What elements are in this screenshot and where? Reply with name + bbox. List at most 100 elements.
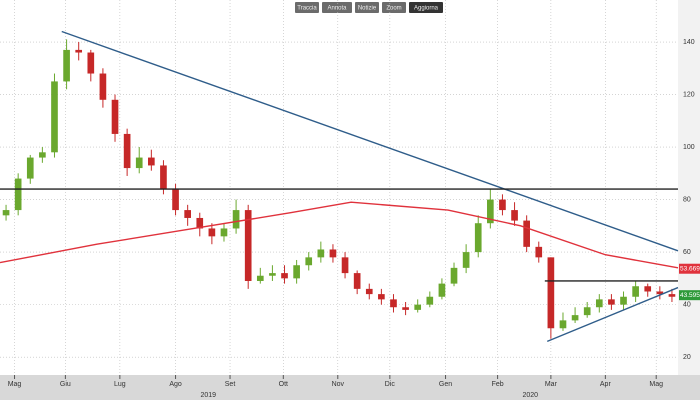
x-tick-label: Lug — [114, 381, 126, 388]
line-series — [61, 30, 679, 252]
candle-body — [14, 178, 22, 211]
line-series — [546, 286, 679, 343]
candle-body — [450, 267, 458, 284]
candle-body — [341, 257, 349, 274]
toolbar-button[interactable] — [322, 2, 352, 13]
candle-body — [208, 228, 216, 237]
year-label: 2020 — [523, 392, 539, 399]
x-tick-label: Mag — [8, 381, 22, 388]
candle-body — [256, 275, 264, 281]
candle-body — [51, 81, 58, 153]
candle-body — [39, 152, 46, 158]
candle-body — [232, 210, 240, 229]
candle-body — [668, 294, 676, 297]
candle-body — [160, 165, 167, 190]
toolbar-button[interactable] — [409, 2, 443, 13]
candle-body — [63, 49, 70, 82]
candle-body — [293, 265, 300, 279]
candle-body — [196, 217, 204, 229]
x-tick-label: Mar — [545, 381, 558, 388]
x-tick-label: Gen — [439, 381, 452, 388]
candle-body — [220, 228, 228, 237]
candle-body — [608, 299, 615, 305]
candle-body — [426, 296, 434, 305]
y-tick-label: 60 — [683, 249, 691, 256]
candle-body — [402, 307, 409, 310]
toolbar-label[interactable]: Annota — [327, 6, 347, 12]
candle-body — [414, 304, 422, 310]
x-tick-label: Ago — [169, 381, 182, 388]
candle-body — [269, 273, 276, 276]
candle-body — [281, 273, 288, 279]
toolbar-label[interactable]: Zoom — [386, 6, 401, 12]
toolbar: Traccia Annota Notizie Zoom Aggiorna — [295, 2, 443, 13]
candle-body — [329, 249, 337, 258]
candle-body — [462, 252, 470, 268]
candle-body — [499, 199, 506, 211]
x-tick-label: Mag — [649, 381, 663, 388]
x-tick-label: Dic — [385, 381, 396, 388]
price-label: 43.595 — [680, 292, 700, 299]
candle-body — [365, 288, 373, 295]
candle-body — [317, 249, 325, 258]
candle-body — [111, 99, 119, 134]
y-tick-label: 120 — [683, 91, 695, 98]
toolbar-label[interactable]: Notizie — [358, 6, 377, 12]
candle-body — [244, 210, 252, 281]
toolbar-button[interactable] — [355, 2, 379, 13]
toolbar-label[interactable]: Aggiorna — [414, 6, 439, 12]
candle-body — [535, 246, 543, 258]
x-tick-label: Feb — [492, 381, 504, 388]
candle-body — [438, 283, 446, 297]
y-tick-label: 20 — [683, 354, 691, 361]
candle-body — [632, 286, 639, 297]
x-tick-label: Set — [225, 381, 236, 388]
candle-body — [620, 296, 627, 305]
candle-body — [87, 52, 95, 74]
y-tick-label: 100 — [683, 144, 695, 151]
candle-body — [487, 199, 494, 224]
toolbar-button[interactable] — [382, 2, 406, 13]
candle-body — [644, 286, 652, 292]
year-label: 2019 — [200, 392, 216, 399]
toolbar-button[interactable] — [295, 2, 319, 13]
candle-body — [2, 210, 10, 216]
candle-body — [656, 291, 664, 295]
candle-body — [595, 299, 603, 308]
candle-body — [523, 220, 530, 247]
candle-body — [353, 273, 361, 289]
candle-body — [583, 307, 591, 316]
candle-body — [390, 299, 397, 308]
x-tick-label: Apr — [600, 381, 612, 388]
price-label: 53.669 — [680, 265, 700, 272]
candle-body — [26, 157, 34, 179]
candle-body — [184, 210, 191, 218]
line-series — [0, 201, 679, 269]
y-tick-label: 40 — [683, 301, 691, 308]
x-tick-label: Ott — [279, 381, 288, 388]
candle-body — [123, 133, 131, 169]
y-tick-label: 80 — [683, 196, 691, 203]
candle-body — [305, 257, 313, 266]
candle-body — [99, 73, 107, 100]
y-axis-band — [678, 0, 700, 375]
candle-body — [571, 315, 579, 321]
candle-body — [135, 157, 143, 169]
candle-body — [172, 189, 179, 211]
candle-body — [148, 157, 155, 166]
candle-body — [378, 294, 385, 300]
price-label-box — [679, 290, 700, 301]
candle-body — [547, 257, 555, 329]
x-axis-band — [0, 375, 700, 400]
price-label-box — [679, 263, 700, 274]
x-tick-label: Giu — [60, 381, 71, 388]
candle-body — [474, 223, 482, 253]
candle-body — [559, 320, 567, 329]
candle-body — [75, 49, 83, 53]
candle-body — [511, 210, 518, 221]
y-tick-label: 140 — [683, 39, 695, 46]
toolbar-label[interactable]: Traccia — [297, 6, 317, 12]
